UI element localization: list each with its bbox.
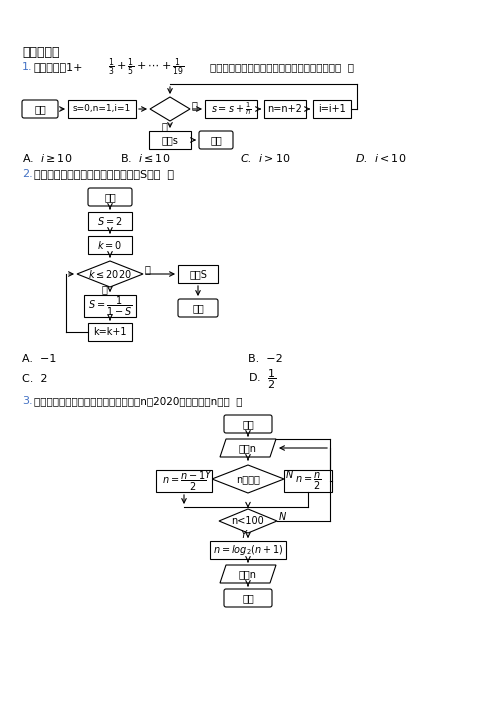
Text: $n=log_2(n+1)$: $n=log_2(n+1)$ — [213, 543, 283, 557]
FancyBboxPatch shape — [178, 299, 218, 317]
Bar — [88, 323, 132, 341]
FancyBboxPatch shape — [199, 131, 233, 149]
Bar — [156, 470, 212, 492]
Bar — [149, 131, 191, 149]
Text: $S=\dfrac{1}{1-S}$: $S=\dfrac{1}{1-S}$ — [88, 294, 132, 317]
Text: C.  2: C. 2 — [22, 374, 48, 384]
Bar — [264, 100, 306, 118]
FancyBboxPatch shape — [88, 188, 132, 206]
Text: 开始: 开始 — [242, 419, 254, 429]
Text: 1.: 1. — [22, 62, 33, 72]
Text: 是: 是 — [162, 121, 168, 131]
Text: 开始: 开始 — [34, 104, 46, 114]
Text: Y: Y — [204, 470, 210, 480]
Text: $n=\dfrac{n-1}{2}$: $n=\dfrac{n-1}{2}$ — [162, 470, 206, 493]
Text: N: N — [286, 470, 293, 480]
Polygon shape — [150, 97, 190, 121]
Text: 执行如图所示的程序框图，则输出的S＝（  ）: 执行如图所示的程序框图，则输出的S＝（ ） — [34, 169, 174, 179]
Bar — [313, 100, 351, 118]
FancyBboxPatch shape — [22, 100, 58, 118]
Text: C.  $i>10$: C. $i>10$ — [240, 152, 291, 164]
Text: 是: 是 — [102, 284, 108, 294]
Polygon shape — [220, 439, 276, 457]
FancyBboxPatch shape — [224, 589, 272, 607]
Text: 的值的一个程序框图，其中判断框内应填的是（  ）: 的值的一个程序框图，其中判断框内应填的是（ ） — [210, 62, 354, 72]
Text: 一、选择题: 一、选择题 — [22, 46, 60, 58]
Text: s=0,n=1,i=1: s=0,n=1,i=1 — [73, 105, 131, 114]
Text: 结束: 结束 — [210, 135, 222, 145]
Text: $\frac{1}{3}+\frac{1}{5}+\cdots+\frac{1}{19}$: $\frac{1}{3}+\frac{1}{5}+\cdots+\frac{1}… — [108, 56, 185, 78]
Polygon shape — [220, 565, 276, 583]
Text: B.  $i\leq10$: B. $i\leq10$ — [120, 152, 171, 164]
Bar — [284, 470, 332, 492]
Text: N: N — [279, 512, 286, 522]
Text: 输出s: 输出s — [162, 135, 179, 145]
Text: n<100: n<100 — [232, 516, 264, 526]
Bar — [88, 212, 132, 230]
Text: $k\leq2020$: $k\leq2020$ — [88, 268, 132, 280]
Text: $s=s+\frac{1}{n}$: $s=s+\frac{1}{n}$ — [211, 100, 251, 117]
Text: 输出n: 输出n — [239, 569, 257, 579]
Text: A.  −1: A. −1 — [22, 354, 57, 364]
Bar — [210, 541, 286, 559]
Bar — [84, 295, 136, 317]
Text: 否: 否 — [192, 100, 198, 110]
Text: $n=\dfrac{n}{2}$: $n=\dfrac{n}{2}$ — [295, 470, 321, 491]
Bar — [68, 100, 136, 118]
Text: n=n+2: n=n+2 — [267, 104, 303, 114]
Bar — [205, 100, 257, 118]
Polygon shape — [77, 261, 143, 287]
Text: B.  −2: B. −2 — [248, 354, 283, 364]
Text: 输出S: 输出S — [189, 269, 207, 279]
Text: 输入n: 输入n — [239, 443, 257, 453]
Text: 运行下图所示的程序框图，如果输入的n＝2020，则输出的n＝（  ）: 运行下图所示的程序框图，如果输入的n＝2020，则输出的n＝（ ） — [34, 396, 243, 406]
Text: 否: 否 — [145, 264, 151, 274]
Polygon shape — [212, 465, 284, 493]
Text: D.  $i<10$: D. $i<10$ — [355, 152, 406, 164]
Text: D.  $\dfrac{1}{2}$: D. $\dfrac{1}{2}$ — [248, 367, 276, 391]
Text: 如图是计算1+: 如图是计算1+ — [34, 62, 83, 72]
Text: k=k+1: k=k+1 — [93, 327, 127, 337]
Text: 结束: 结束 — [242, 593, 254, 603]
Bar — [88, 236, 132, 254]
Polygon shape — [219, 509, 277, 533]
Text: $S=2$: $S=2$ — [97, 215, 123, 227]
Bar — [178, 265, 218, 283]
Text: 结束: 结束 — [192, 303, 204, 313]
Text: 开始: 开始 — [104, 192, 116, 202]
FancyBboxPatch shape — [224, 415, 272, 433]
Text: $k=0$: $k=0$ — [97, 239, 123, 251]
Text: i=i+1: i=i+1 — [318, 104, 346, 114]
Text: Y: Y — [240, 530, 246, 540]
Text: n为奇数: n为奇数 — [236, 474, 260, 484]
Text: 3.: 3. — [22, 396, 33, 406]
Text: 2.: 2. — [22, 169, 33, 179]
Text: A.  $i\geq10$: A. $i\geq10$ — [22, 152, 72, 164]
